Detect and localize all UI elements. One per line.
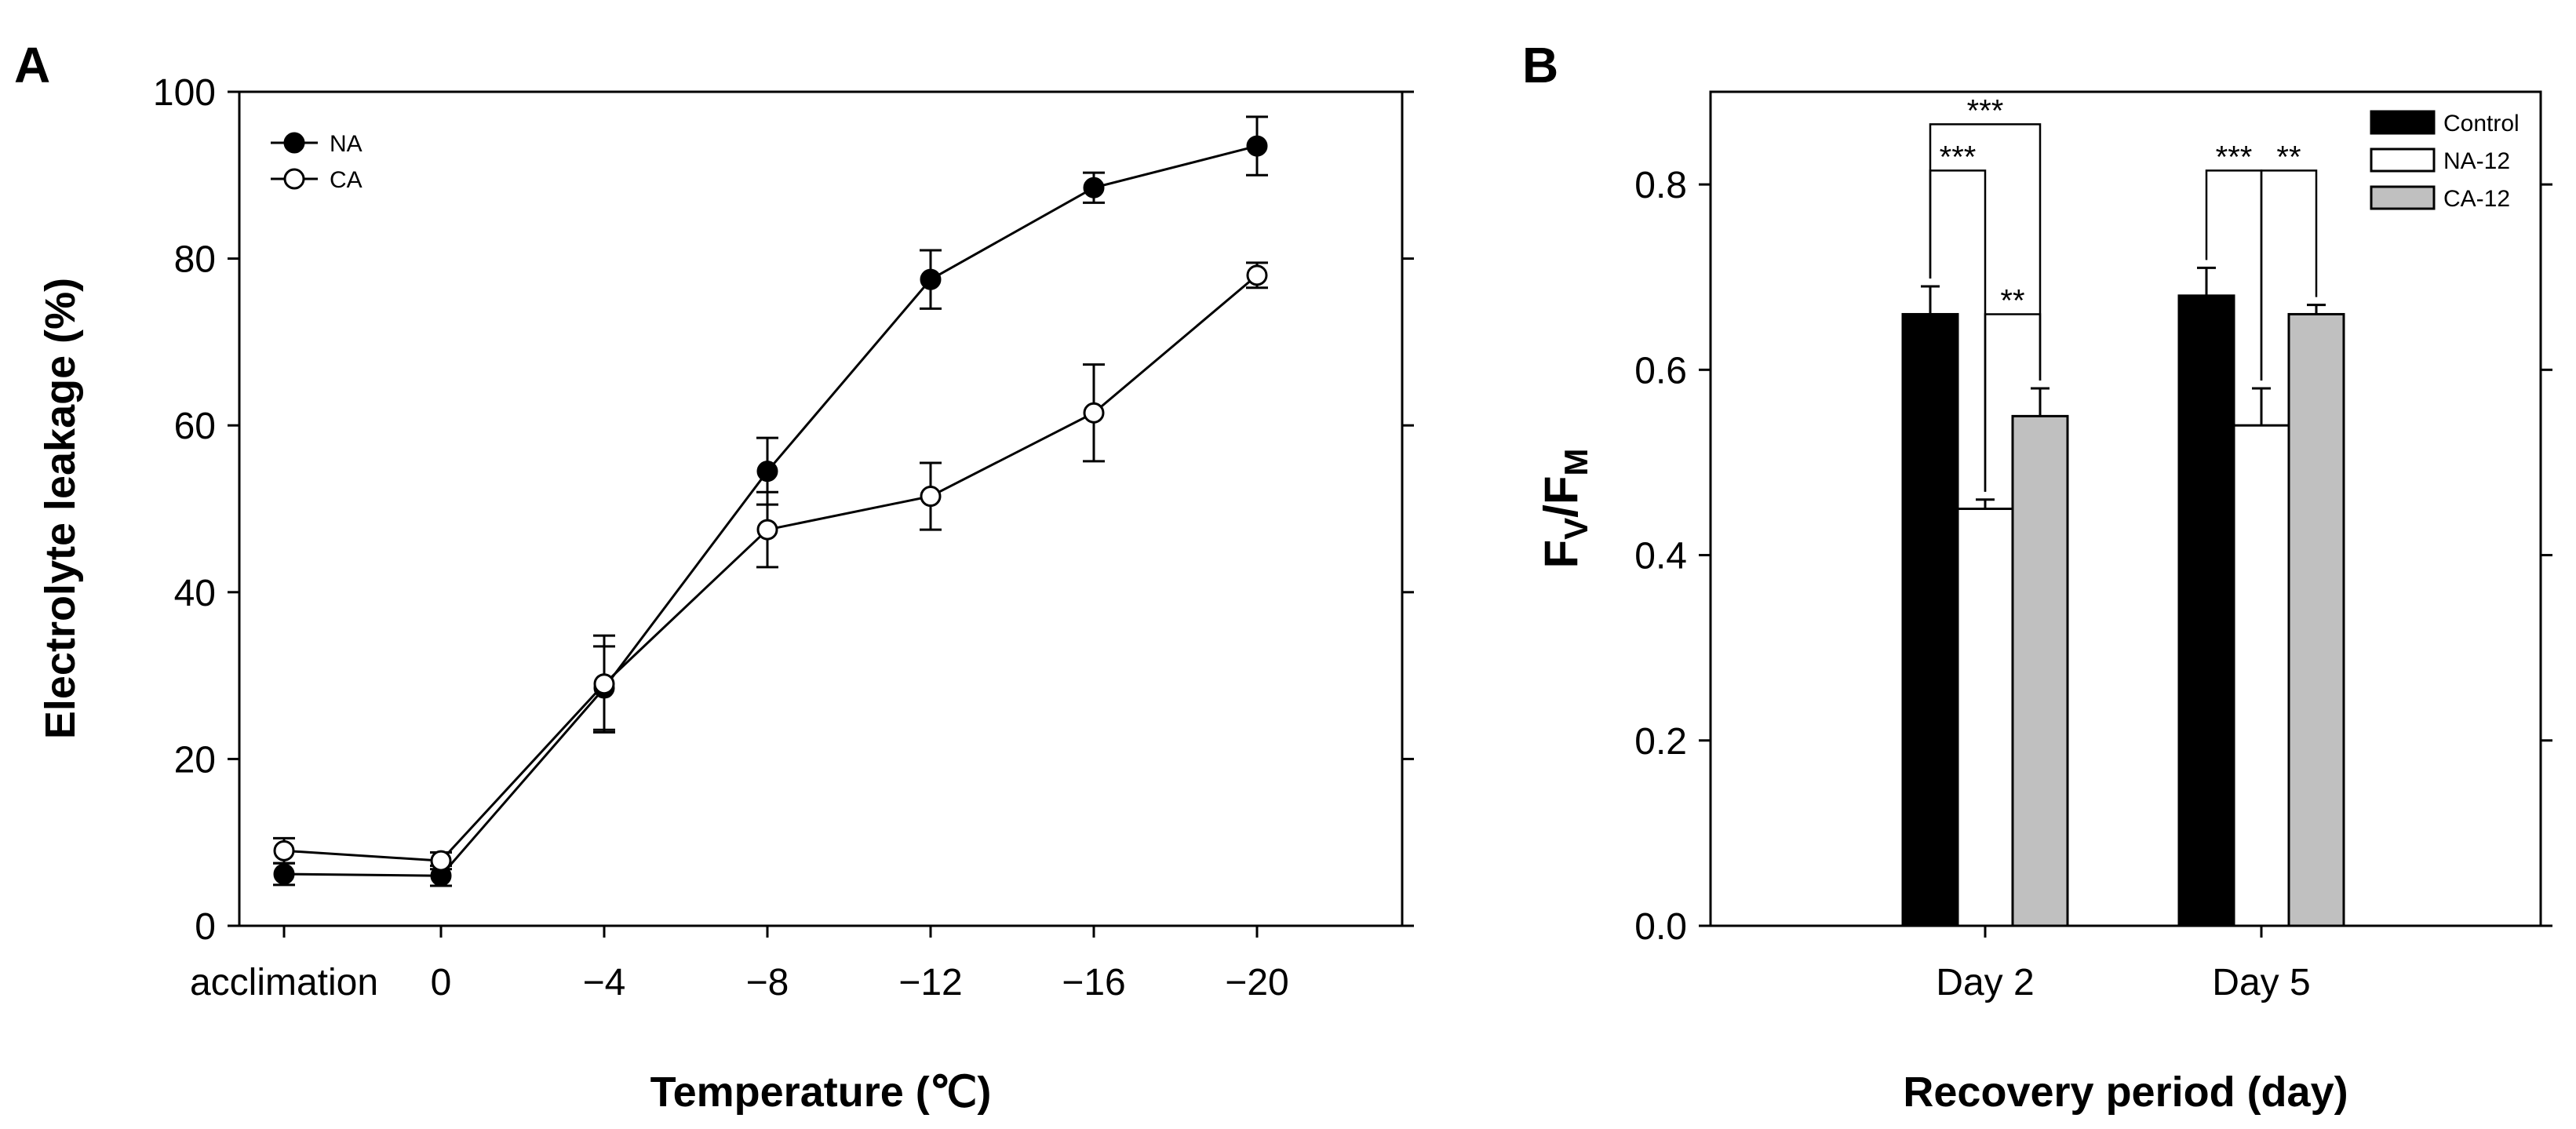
legend-ca-12-label: CA-12 xyxy=(2443,186,2510,212)
panel-b-bar-ca-12 xyxy=(2011,414,2069,927)
legend-na-12-swatch xyxy=(2370,147,2436,173)
panel-b-plot-frame xyxy=(1709,90,2542,927)
panel-a-point-ca xyxy=(593,673,615,695)
panel-a-y-tick-label: 40 xyxy=(174,573,216,614)
panel-b-y-tick-label: 0.4 xyxy=(1634,536,1687,577)
panel-a-point-ca xyxy=(273,839,295,861)
panel-a-label: A xyxy=(14,37,50,93)
panel-a-point-ca xyxy=(920,486,942,508)
panel-b-y-tick-label: 0.8 xyxy=(1634,165,1687,206)
panel-a-point-na xyxy=(756,461,778,483)
legend-control-label: Control xyxy=(2443,111,2520,137)
panel-a-x-tick-label: acclimation xyxy=(190,962,378,1003)
panel-a-x-tick-label: −12 xyxy=(898,962,962,1003)
panel-a-point-na xyxy=(1083,177,1105,198)
panel-b-y-axis-label: FV/FM xyxy=(1535,449,1594,569)
panel-a-y-tick-label: 60 xyxy=(174,406,216,447)
panel-a-point-na xyxy=(920,268,942,290)
y-label-sub-m: M xyxy=(1558,449,1594,476)
panel-b-bar-control xyxy=(2177,294,2235,927)
panel-b-significance-label: *** xyxy=(2216,140,2253,174)
panel-a-chart: A Temperature (℃) Electrolyte leakage (%… xyxy=(14,37,1414,1116)
panel-a-point-na xyxy=(273,863,295,885)
panel-b-significance-label: *** xyxy=(1967,93,2004,128)
panel-b-x-axis-label: Recovery period (day) xyxy=(1903,1069,2348,1116)
panel-a-x-tick-label: −4 xyxy=(583,962,626,1003)
legend-ca-12-swatch xyxy=(2370,185,2436,210)
panel-b-bar-na-12 xyxy=(1956,508,2014,927)
panel-a-data-layer: 0 20 40 60 80 100 acclimation 0 −4 −8 −12 −16 −20 xyxy=(153,72,1414,1003)
panel-b-significance-bracket xyxy=(1984,313,2042,492)
panel-b-bar-na-12 xyxy=(2232,424,2290,927)
panel-b-y-tick-label: 0.2 xyxy=(1634,721,1687,763)
panel-b-significance-label: *** xyxy=(1940,140,1977,174)
panel-a-x-tick-label: −8 xyxy=(746,962,789,1003)
legend-ca-marker xyxy=(283,168,305,190)
panel-b-y-tick-label: 0.0 xyxy=(1634,906,1687,948)
panel-a-point-ca xyxy=(1246,264,1268,286)
panel-a-point-ca xyxy=(756,519,778,541)
y-label-f1: F xyxy=(1535,540,1587,569)
panel-a-plot-frame xyxy=(238,90,1404,927)
panel-a-legend: NA CA xyxy=(271,131,363,193)
panel-b-significance-label: ** xyxy=(2000,283,2024,318)
panel-b-bar-ca-12 xyxy=(2287,312,2345,927)
panel-a-y-axis-label: Electrolyte leakage (%) xyxy=(37,278,84,739)
panel-a-point-ca xyxy=(1083,402,1105,424)
panel-a-y-tick-label: 100 xyxy=(153,72,216,114)
panel-b-label: B xyxy=(1522,37,1558,93)
panel-a-point-na xyxy=(1246,135,1268,157)
panel-a-x-tick-label: −20 xyxy=(1225,962,1288,1003)
panel-a-x-axis-label: Temperature (℃) xyxy=(650,1069,992,1116)
legend-na-label: NA xyxy=(330,131,363,157)
panel-a-point-ca xyxy=(430,850,452,872)
y-label-sub-v: V xyxy=(1558,518,1594,540)
panel-a-series-na-line xyxy=(283,144,1258,877)
panel-b-bar-control xyxy=(1901,312,1959,927)
y-label-slash-f: /F xyxy=(1535,476,1587,518)
panel-a-y-tick-label: 20 xyxy=(174,739,216,781)
panel-b-chart: B Recovery period (day) FV/FM 0.0 0.2 0.4 0… xyxy=(1522,37,2552,1116)
panel-b-x-tick-label: Day 5 xyxy=(2212,962,2310,1003)
legend-ca-label: CA xyxy=(330,167,363,193)
panel-b-significance-label: ** xyxy=(2276,140,2301,174)
panel-b-significance-bracket xyxy=(2260,169,2318,381)
panel-a-x-tick-label: 0 xyxy=(431,962,452,1003)
legend-na-12-label: NA-12 xyxy=(2443,148,2510,174)
panel-b-x-tick-label: Day 2 xyxy=(1936,962,2034,1003)
panel-b-y-tick-label: 0.6 xyxy=(1634,350,1687,392)
panel-a-y-tick-label: 0 xyxy=(195,906,216,948)
panel-a-y-tick-label: 80 xyxy=(174,239,216,281)
panel-a-x-tick-label: −16 xyxy=(1062,962,1125,1003)
legend-control-swatch xyxy=(2370,110,2436,135)
legend-na-marker xyxy=(283,132,305,154)
